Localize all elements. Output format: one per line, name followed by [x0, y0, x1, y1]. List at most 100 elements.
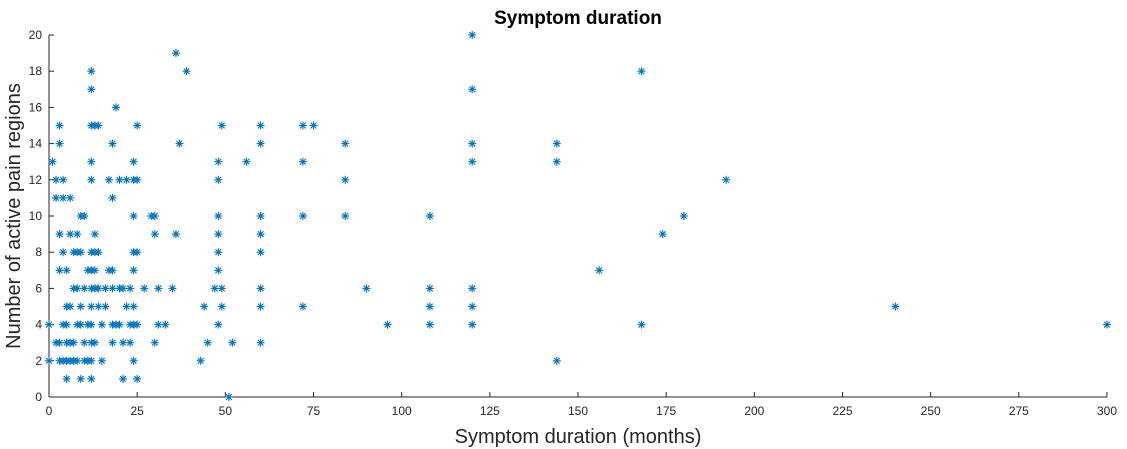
data-point — [87, 302, 96, 311]
data-point — [224, 393, 233, 401]
data-point — [154, 284, 163, 293]
data-point — [341, 212, 350, 220]
y-tick-label: 0 — [35, 390, 42, 404]
data-point — [150, 338, 159, 347]
data-point — [217, 302, 226, 311]
data-point — [298, 212, 307, 220]
data-point — [425, 320, 434, 329]
data-point — [87, 320, 96, 329]
data-point — [66, 302, 75, 311]
x-tick-label: 75 — [307, 404, 321, 418]
data-point — [150, 230, 159, 239]
data-point — [256, 284, 265, 293]
data-point — [90, 230, 99, 239]
x-tick-label: 225 — [832, 404, 852, 418]
data-point — [168, 284, 177, 293]
data-point — [658, 230, 667, 239]
data-point — [108, 193, 117, 202]
data-point — [214, 175, 223, 184]
data-point — [129, 266, 138, 275]
data-point — [94, 284, 103, 293]
data-point — [595, 266, 604, 275]
data-point — [112, 103, 121, 112]
data-point — [87, 356, 96, 365]
data-point — [468, 302, 477, 311]
data-point — [76, 374, 85, 383]
y-tick-label: 6 — [35, 281, 42, 295]
data-point — [196, 356, 205, 365]
data-point — [94, 248, 103, 257]
data-point — [90, 266, 99, 275]
data-point — [45, 320, 53, 329]
x-tick-label: 0 — [46, 404, 53, 418]
data-point — [140, 284, 149, 293]
data-point — [59, 193, 68, 202]
x-tick-label: 300 — [1097, 404, 1117, 418]
data-point — [122, 302, 131, 311]
data-point — [133, 175, 142, 184]
data-point — [309, 121, 318, 130]
data-point — [101, 284, 110, 293]
data-point — [62, 266, 71, 275]
data-point — [679, 212, 688, 220]
data-point — [175, 139, 184, 148]
data-points — [45, 31, 1111, 401]
data-point — [90, 338, 99, 347]
data-point — [256, 139, 265, 148]
data-point — [104, 175, 113, 184]
y-tick-label: 10 — [29, 209, 43, 223]
data-point — [66, 230, 75, 239]
data-point — [298, 121, 307, 130]
data-point — [119, 284, 128, 293]
data-point — [129, 157, 138, 166]
data-point — [119, 338, 128, 347]
data-point — [256, 121, 265, 130]
data-point — [45, 356, 53, 365]
x-axis-label: Symptom duration (months) — [455, 426, 702, 448]
data-point — [133, 121, 142, 130]
data-point — [59, 248, 68, 257]
data-point — [468, 320, 477, 329]
data-point — [637, 67, 646, 76]
data-point — [468, 85, 477, 94]
data-point — [552, 356, 561, 365]
data-point — [362, 284, 371, 293]
data-point — [228, 338, 237, 347]
data-point — [76, 248, 85, 257]
data-point — [217, 121, 226, 130]
data-point — [154, 320, 163, 329]
x-tick-label: 275 — [1009, 404, 1029, 418]
data-point — [94, 302, 103, 311]
data-point — [722, 175, 731, 184]
data-point — [133, 374, 142, 383]
data-point — [341, 139, 350, 148]
data-point — [1103, 320, 1111, 329]
y-axis-label: Number of active pain regions — [3, 83, 25, 349]
data-point — [48, 157, 57, 166]
data-point — [256, 302, 265, 311]
data-point — [80, 284, 89, 293]
data-point — [129, 356, 138, 365]
data-point — [214, 212, 223, 220]
y-tick-label: 20 — [29, 28, 43, 42]
data-point — [52, 193, 61, 202]
data-point — [182, 67, 191, 76]
data-point — [468, 157, 477, 166]
y-tick-label: 2 — [35, 354, 42, 368]
y-tick-label: 4 — [35, 318, 42, 332]
data-point — [256, 230, 265, 239]
data-point — [468, 284, 477, 293]
data-point — [87, 67, 96, 76]
data-point — [80, 212, 89, 220]
data-point — [59, 175, 68, 184]
data-point — [891, 302, 900, 311]
x-tick-label: 250 — [921, 404, 941, 418]
data-point — [637, 320, 646, 329]
data-point — [97, 356, 106, 365]
data-point — [150, 212, 159, 220]
data-point — [66, 193, 75, 202]
data-point — [256, 212, 265, 220]
y-tick-label: 8 — [35, 245, 42, 259]
data-point — [55, 338, 64, 347]
data-point — [468, 139, 477, 148]
